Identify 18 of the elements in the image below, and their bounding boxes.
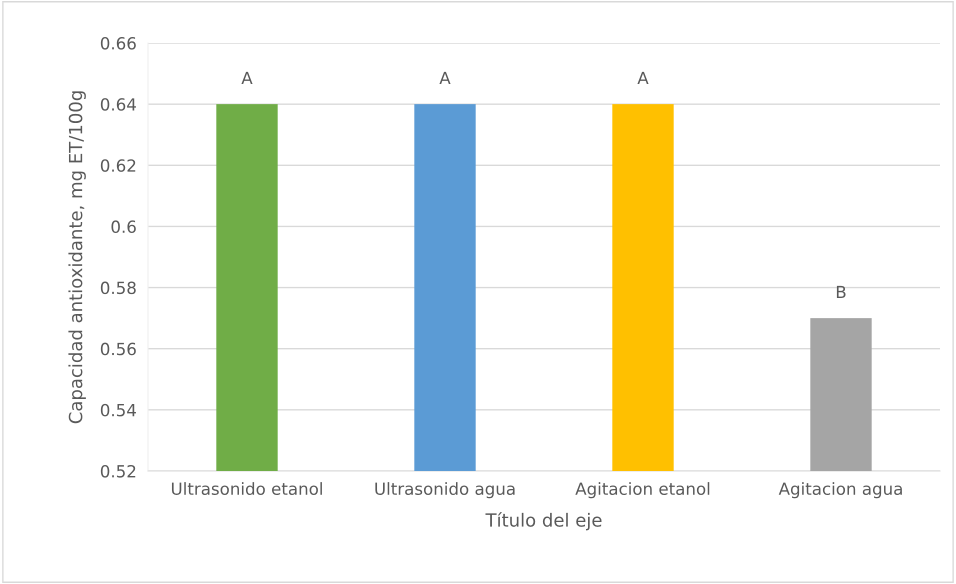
- x-tick-label: Agitacion etanol: [575, 482, 710, 498]
- y-tick-label: 0.56: [100, 342, 136, 356]
- y-tick-label: 0.62: [100, 159, 136, 172]
- annotation: A: [439, 72, 451, 84]
- x-tick-label: Ultrasonido etanol: [172, 482, 322, 496]
- annotation: B: [836, 286, 846, 298]
- annotation: A: [637, 72, 649, 84]
- x-axis-title: Título del eje: [485, 512, 602, 530]
- y-axis-title: Capacidad antioxidante, mg ET/100g: [68, 91, 86, 424]
- x-tick-label: Agitacion agua: [778, 482, 902, 498]
- y-tick-label: 0.58: [100, 282, 136, 294]
- x-tick-label: Ultrasonido agua: [375, 482, 515, 498]
- y-tick-label: 0.66: [100, 36, 136, 50]
- y-tick-label: 0.64: [100, 98, 136, 111]
- annotation: A: [241, 72, 253, 84]
- y-tick-label: 0.6: [111, 220, 136, 233]
- y-tick-label: 0.52: [100, 464, 136, 478]
- y-tick-label: 0.54: [100, 404, 136, 416]
